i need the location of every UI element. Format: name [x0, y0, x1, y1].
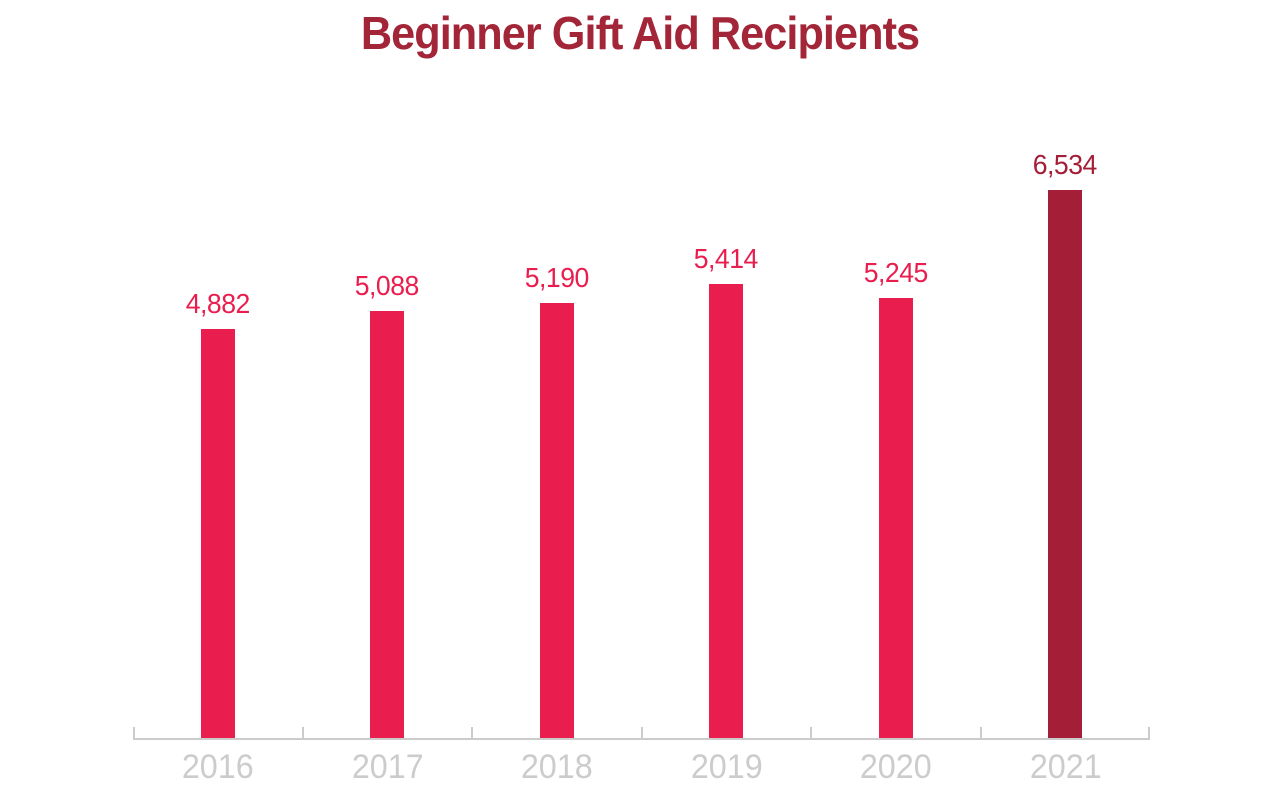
axis-tick: [133, 727, 135, 738]
bar-value-label: 5,245: [863, 257, 929, 288]
bar-2018: [539, 303, 574, 738]
bar-value-label: 5,414: [694, 243, 759, 274]
bar-value-label: 4,882: [185, 288, 251, 319]
axis-tick: [979, 727, 982, 738]
chart-title: Beginner Gift Aid Recipients: [360, 7, 920, 59]
bar-group-2016: 4,882: [133, 288, 303, 738]
bar-2020: [878, 298, 913, 738]
bar-group-2021: 6,534: [981, 149, 1151, 738]
bar-value-label: 6,534: [1033, 149, 1098, 180]
bar-2017: [370, 311, 405, 738]
bar-group-2017: 5,088: [303, 270, 473, 738]
axis-tick: [301, 727, 304, 738]
x-tick-label-2016: 2016: [181, 748, 254, 786]
bar-group-2018: 5,190: [472, 262, 642, 738]
x-tick-label-2018: 2018: [520, 748, 593, 786]
bar-2021: [1048, 190, 1083, 738]
x-tick-label-2017: 2017: [351, 748, 424, 786]
x-axis-line: [133, 738, 1150, 740]
bar-value-label: 5,088: [355, 270, 420, 301]
bar-2016: [200, 329, 235, 738]
axis-tick: [1148, 727, 1150, 738]
x-axis-labels: 2016 2017 2018 2019 2020 2021: [133, 748, 1150, 794]
x-tick-label-2021: 2021: [1029, 748, 1102, 786]
axis-tick: [810, 727, 812, 738]
bar-2019: [709, 284, 744, 738]
x-tick-label-2020: 2020: [859, 748, 932, 786]
axis-tick: [640, 727, 643, 738]
bar-value-label: 5,190: [524, 262, 590, 293]
bar-group-2020: 5,245: [811, 257, 981, 738]
bar-group-2019: 5,414: [642, 243, 812, 738]
plot-area: 4,882 5,088 5,190 5,414 5,245 6,534: [133, 149, 1151, 740]
x-tick-label-2019: 2019: [690, 748, 763, 786]
axis-tick: [471, 727, 473, 738]
